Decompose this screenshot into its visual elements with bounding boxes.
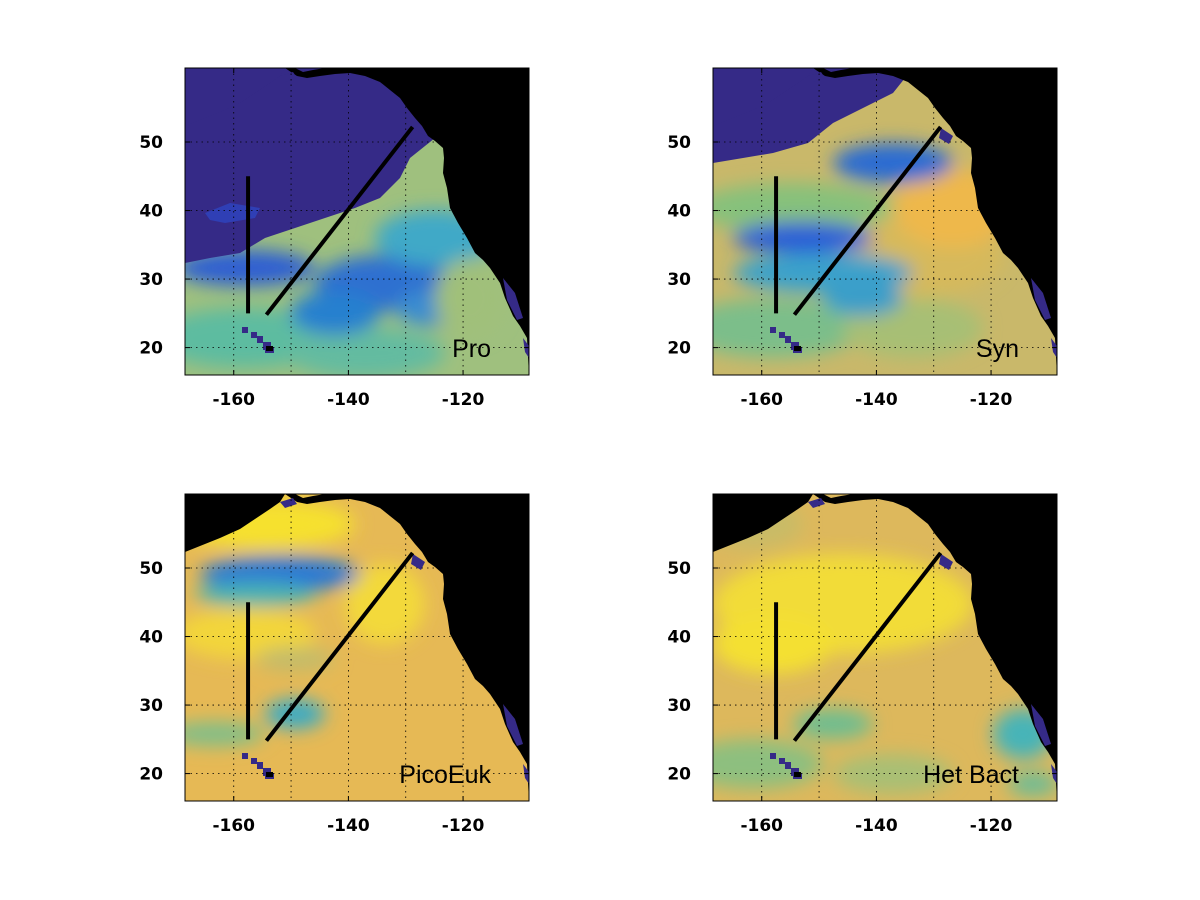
y-tick-label: 20 [139,765,163,785]
land-mass [813,494,1057,801]
hawaii-island [257,762,263,769]
y-tick-label: 50 [667,133,691,153]
coastal-fringe [411,554,425,570]
y-tick-label: 40 [139,202,163,222]
coastal-fringe [808,498,825,508]
hawaii-island [779,758,785,764]
y-tick-label: 50 [139,559,163,579]
diagonal-transect [792,125,943,316]
coastal-fringe [503,704,523,746]
panel-label: Het Bact [923,761,1019,789]
hawaii-island [794,346,801,351]
panel-label: Syn [976,335,1019,363]
alaska-land [713,494,813,552]
coastal-fringe [939,128,953,144]
x-tick-label: -120 [970,816,1013,836]
axes-frame [184,493,530,802]
hawaii-island [770,327,776,333]
x-tick-label: -140 [855,390,898,410]
y-tick-label: 40 [667,628,691,648]
hawaii-island [266,772,273,777]
land-mass [285,68,529,375]
hawaii-island [785,336,791,343]
panel-label: PicoEuk [399,761,491,789]
y-tick-label: 50 [667,559,691,579]
axes-frame [712,67,1058,376]
hawaii-island [242,753,248,759]
coastal-fringe [280,498,297,508]
hawaii-island [785,762,791,769]
diagonal-transect [792,551,943,742]
axes-frame [184,67,530,376]
panel-overlay: -160 -140 -120 20 30 40 50 Syn [667,67,1058,410]
x-tick-label: -160 [740,816,783,836]
abundance-field [185,210,505,375]
panel-overlay: -160 -140 -120 20 30 40 50 PicoEuk [139,493,530,836]
panel-label: Pro [452,335,491,363]
coastal-fringe [1031,704,1051,746]
y-tick-label: 40 [139,628,163,648]
y-tick-label: 20 [667,339,691,359]
coastal-fringe [280,72,297,82]
coastal-fringe [411,128,425,144]
land-mass [813,68,1057,375]
land-mass [285,494,529,801]
y-tick-label: 30 [667,270,691,290]
y-tick-label: 30 [139,270,163,290]
hawaii-island [251,758,257,764]
hawaii-island [242,327,248,333]
hawaii-island [266,346,273,351]
hawaii-island [251,332,257,338]
x-tick-label: -160 [212,816,255,836]
x-tick-label: -160 [212,390,255,410]
y-tick-label: 40 [667,202,691,222]
axes-frame [712,493,1058,802]
x-tick-label: -140 [327,816,370,836]
alaska-land [185,494,285,552]
x-tick-label: -120 [970,390,1013,410]
hawaii-island [779,332,785,338]
hawaii-island [794,772,801,777]
coastal-fringe [808,72,825,82]
y-tick-label: 30 [667,696,691,716]
x-tick-label: -140 [855,816,898,836]
diagonal-transect [264,551,415,742]
coastal-fringe [939,554,953,570]
y-tick-label: 50 [139,133,163,153]
panel-overlay: -160 -140 -120 20 30 40 50 Het Bact [667,493,1058,836]
coastal-fringe [1031,278,1051,320]
x-tick-label: -120 [442,390,485,410]
x-tick-label: -160 [740,390,783,410]
y-tick-label: 20 [139,339,163,359]
panel-overlay: -160 -140 -120 20 30 40 50 Pro [139,67,530,410]
x-tick-label: -140 [327,390,370,410]
hawaii-island [770,753,776,759]
coastal-fringe [503,278,523,320]
hawaii-island [257,336,263,343]
y-tick-label: 30 [139,696,163,716]
diagonal-transect [264,125,415,316]
alaska-land [713,68,813,126]
x-tick-label: -120 [442,816,485,836]
alaska-land [185,68,285,126]
y-tick-label: 20 [667,765,691,785]
